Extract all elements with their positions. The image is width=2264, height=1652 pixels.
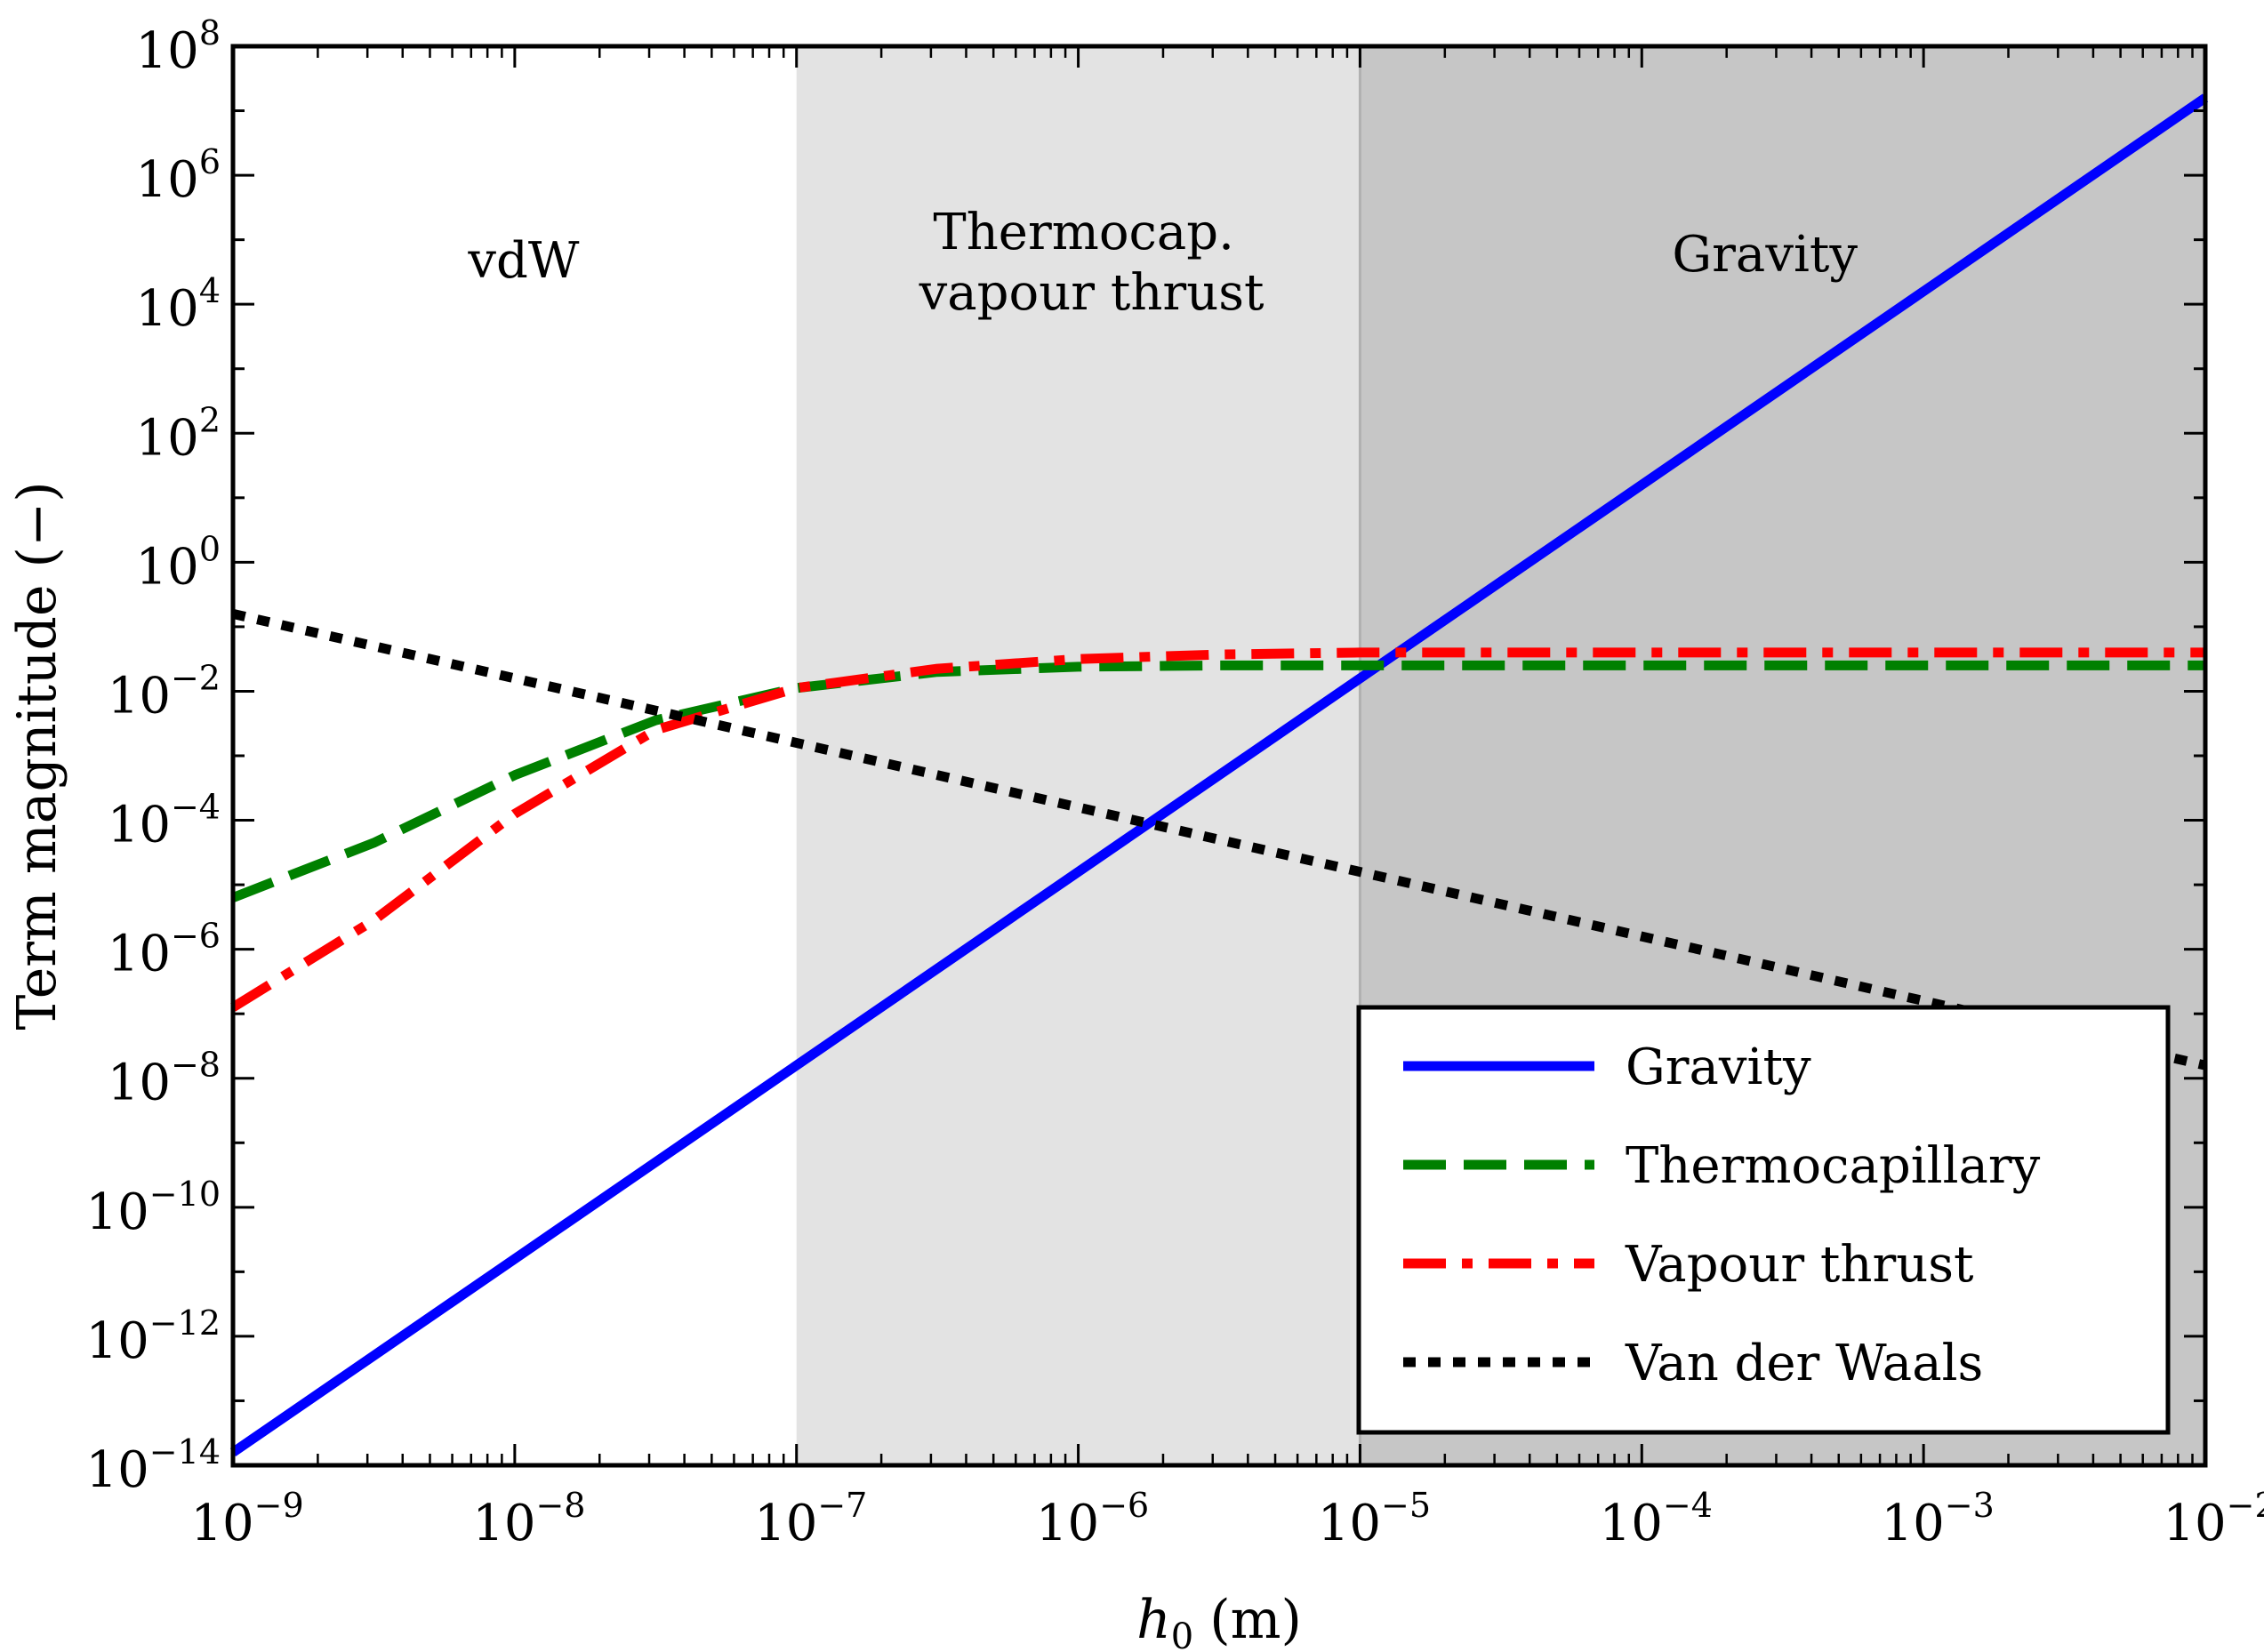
x-tick-label: 10−9 bbox=[190, 1486, 303, 1552]
x-tick-label: 10−5 bbox=[1318, 1486, 1431, 1552]
y-tick-label: 108 bbox=[136, 13, 221, 80]
region-label-gravity: Gravity bbox=[1672, 226, 1858, 284]
series-thermocapillary bbox=[231, 660, 2205, 902]
region-label-thermocap: Thermocap. vapour thrust bbox=[919, 204, 1264, 322]
y-tick-label: 10−10 bbox=[86, 1175, 221, 1241]
series-layer bbox=[229, 93, 2209, 1457]
y-tick-label: 10−2 bbox=[108, 658, 221, 725]
x-tick-label: 10−2 bbox=[2163, 1486, 2264, 1552]
x-axis-label: h0 (m) bbox=[1136, 1589, 1302, 1652]
region-thermocap-background bbox=[796, 46, 1361, 1465]
x-tick-label: 10−4 bbox=[1600, 1486, 1713, 1552]
y-tick-label: 106 bbox=[136, 142, 221, 209]
y-axis-label: Term magnitude (−) bbox=[6, 481, 68, 1030]
legend-label-vapour-thrust: Vapour thrust bbox=[1625, 1236, 1974, 1294]
y-tick-label: 10−6 bbox=[108, 917, 221, 983]
series-vapour-thrust bbox=[230, 647, 2205, 1012]
legend-label-thermocapillary: Thermocapillary bbox=[1626, 1137, 2041, 1195]
legend: Gravity Thermocapillary Vapour thrust Va… bbox=[1356, 1005, 2171, 1435]
legend-label-gravity: Gravity bbox=[1626, 1039, 1811, 1096]
legend-box bbox=[1356, 1005, 2171, 1435]
tick-label-layer: 10−9 10−8 10−7 10−6 10−5 10−4 10−3 10−2 108 106 10… bbox=[86, 13, 2264, 1552]
y-tick-label: 10−12 bbox=[86, 1303, 221, 1370]
y-tick-label: 102 bbox=[136, 400, 221, 467]
y-tick-label: 10−4 bbox=[108, 788, 221, 854]
region-vdw-background bbox=[233, 46, 797, 1465]
y-tick-label: 10−8 bbox=[108, 1046, 221, 1112]
y-tick-label: 10−14 bbox=[86, 1432, 221, 1499]
y-tick-label: 104 bbox=[136, 271, 221, 338]
x-tick-label: 10−7 bbox=[754, 1486, 867, 1552]
x-tick-label: 10−3 bbox=[1881, 1486, 1994, 1552]
plot-frame bbox=[230, 44, 2208, 1468]
y-tick-label: 100 bbox=[136, 529, 221, 596]
region-label-vdw: vdW bbox=[467, 232, 579, 290]
series-gravity bbox=[229, 93, 2209, 1457]
legend-label-van-der-waals: Van der Waals bbox=[1625, 1335, 1983, 1392]
x-tick-label: 10−8 bbox=[472, 1486, 585, 1552]
x-tick-label: 10−6 bbox=[1036, 1486, 1149, 1552]
